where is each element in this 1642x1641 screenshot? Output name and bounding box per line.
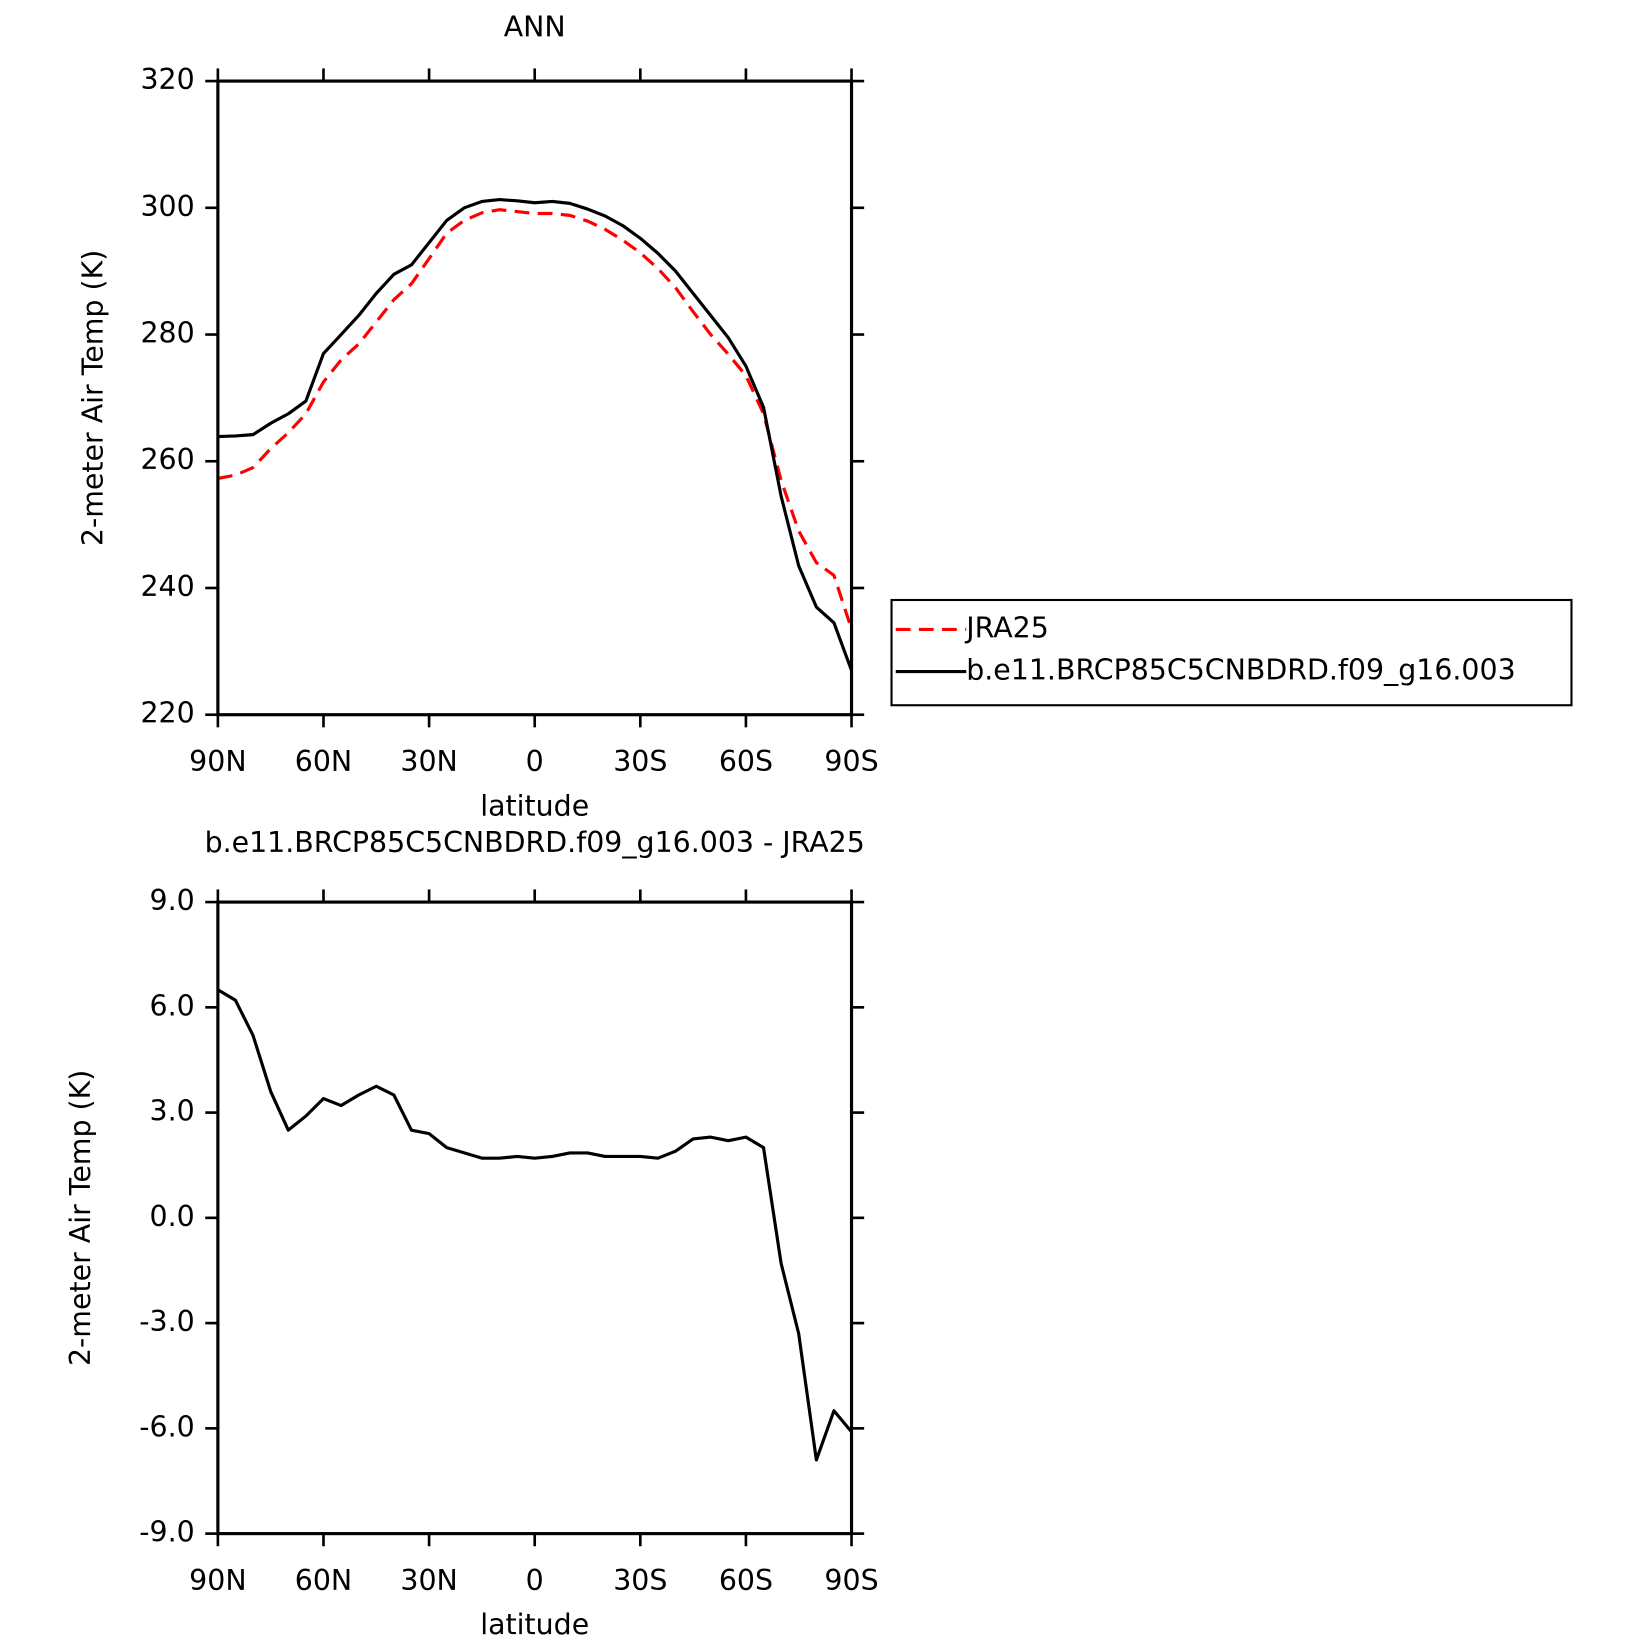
data-line	[217, 988, 853, 1462]
y-axis-label: 2-meter Air Temp (K)	[77, 250, 110, 546]
chart-title: b.e11.BRCP85C5CNBDRD.f09_g16.003 - JRA25	[205, 826, 865, 859]
x-tick-label: 60S	[719, 1564, 773, 1597]
plot-frame	[216, 900, 854, 1536]
x-tick-label: 0	[526, 745, 544, 778]
y-tick-label: 220	[140, 697, 194, 730]
y-tick-label: -3.0	[139, 1305, 194, 1338]
y-tick-label: 280	[140, 317, 194, 350]
legend-label: JRA25	[964, 611, 1049, 644]
plot-frame	[216, 79, 854, 717]
chart-title: ANN	[504, 10, 566, 43]
x-tick-label: 30N	[400, 1564, 457, 1597]
x-tick-label: 90N	[189, 745, 246, 778]
x-tick-label: 30N	[400, 745, 457, 778]
x-tick-label: 0	[526, 1564, 544, 1597]
y-tick-label: -6.0	[139, 1410, 194, 1443]
x-tick-label: 90S	[824, 1564, 878, 1597]
x-axis-label: latitude	[480, 1608, 589, 1641]
y-tick-label: 0.0	[150, 1200, 195, 1233]
x-axis-label: latitude	[480, 789, 589, 822]
x-tick-label: 90S	[824, 745, 878, 778]
y-tick-label: 320	[140, 63, 194, 96]
y-tick-label: 9.0	[150, 884, 195, 917]
y-tick-label: 240	[140, 570, 194, 603]
x-tick-label: 60N	[295, 1564, 352, 1597]
y-tick-label: 300	[140, 190, 194, 223]
y-tick-label: 3.0	[150, 1095, 195, 1128]
x-tick-label: 30S	[613, 1564, 667, 1597]
x-tick-label: 30S	[613, 745, 667, 778]
x-tick-label: 60N	[295, 745, 352, 778]
y-tick-label: -9.0	[139, 1516, 194, 1549]
y-tick-label: 6.0	[150, 989, 195, 1022]
x-tick-label: 90N	[189, 1564, 246, 1597]
x-tick-label: 60S	[719, 745, 773, 778]
y-tick-label: 260	[140, 443, 194, 476]
data-line	[217, 208, 854, 630]
legend-label: b.e11.BRCP85C5CNBDRD.f09_g16.003	[966, 654, 1515, 687]
data-line	[217, 198, 854, 671]
y-axis-label: 2-meter Air Temp (K)	[64, 1070, 97, 1366]
legend-box	[890, 598, 1573, 707]
